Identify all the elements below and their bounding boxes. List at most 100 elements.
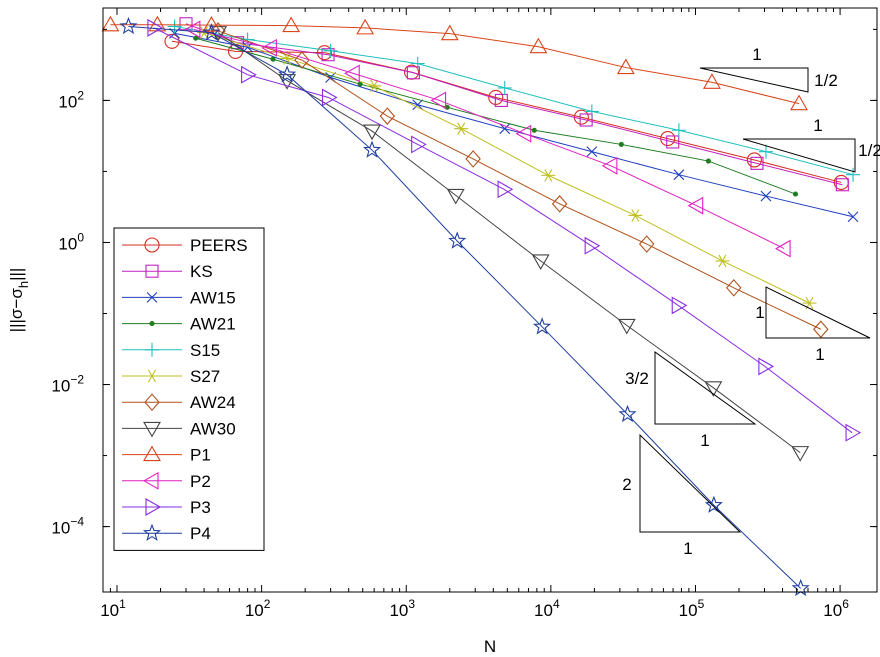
data-point <box>119 16 138 35</box>
data-point <box>440 24 459 41</box>
y-tick-label: 102 <box>58 88 84 111</box>
data-point <box>579 113 593 127</box>
legend-label: P1 <box>190 446 211 465</box>
data-point <box>465 150 481 168</box>
data-point <box>202 15 221 32</box>
legend-label: P2 <box>190 472 211 491</box>
data-point <box>703 73 721 89</box>
series-aw21 <box>193 35 799 197</box>
data-point <box>164 33 180 49</box>
series-s15 <box>167 19 861 182</box>
data-point <box>673 169 685 181</box>
data-point <box>790 94 808 111</box>
slope-run-label: 1 <box>683 539 692 558</box>
slope-triangle-shape <box>639 433 742 533</box>
slope-triangle-shape <box>742 138 856 173</box>
data-point <box>704 381 723 397</box>
legend-entry-aw21: AW21 <box>122 315 236 334</box>
data-point <box>321 88 338 107</box>
data-point <box>616 58 635 75</box>
data-point <box>270 56 276 62</box>
data-point <box>618 404 637 423</box>
data-point <box>454 122 469 135</box>
legend-label: KS <box>190 262 213 281</box>
data-point <box>792 191 799 197</box>
slope-run-label: 1 <box>815 345 824 364</box>
legend: PEERS KS AW15 AW21 S15 S27 AW24 AW30 P1 P2 P3 P4 <box>113 227 265 551</box>
legend-box <box>113 227 265 551</box>
data-point <box>362 140 382 158</box>
slope-triangle: 1 3/2 <box>625 351 757 450</box>
legend-marker <box>144 393 160 412</box>
plot-frame <box>102 7 878 593</box>
legend-marker <box>143 445 161 462</box>
data-point <box>294 51 310 69</box>
series-s27 <box>197 26 817 310</box>
series-p4 <box>119 16 810 597</box>
y-tick-label: 10−4 <box>51 515 84 538</box>
data-point <box>515 124 532 143</box>
series-p3 <box>147 18 862 442</box>
data-point <box>497 80 512 95</box>
y-tick-label: 100 <box>58 230 84 253</box>
slope-triangle: 1 1/2 <box>742 116 880 173</box>
data-point <box>666 135 680 149</box>
data-point <box>499 123 511 135</box>
data-point <box>638 235 655 253</box>
x-tick-label: 103 <box>389 597 415 620</box>
legend-label: AW30 <box>190 419 236 438</box>
data-point <box>282 16 301 33</box>
legend-label: S27 <box>190 367 220 386</box>
legend-label: AW15 <box>190 288 236 307</box>
x-tick-label: 101 <box>100 597 126 620</box>
data-point <box>448 231 467 249</box>
y-axis-label-main: |||σ−σ <box>7 288 26 333</box>
data-point <box>715 254 730 268</box>
data-point <box>202 23 221 41</box>
legend-marker <box>145 369 159 383</box>
data-point <box>379 107 396 126</box>
series-line <box>217 32 801 454</box>
legend-marker <box>144 237 160 253</box>
legend-entry-aw24: AW24 <box>122 393 236 412</box>
slope-run-label: 1 <box>700 431 709 450</box>
series-aw24 <box>210 22 829 339</box>
legend-label: P3 <box>190 498 211 517</box>
data-point <box>241 65 257 84</box>
data-point <box>551 194 568 213</box>
data-point <box>584 236 601 255</box>
legend-entry-s15: S15 <box>122 341 220 360</box>
data-point <box>845 423 862 442</box>
x-tick-label: 106 <box>823 597 849 620</box>
y-axis-label-subscript: h <box>16 281 31 288</box>
data-point <box>531 254 550 271</box>
legend-entry-p4: P4 <box>122 523 211 543</box>
x-tick-label: 104 <box>534 597 560 620</box>
data-point <box>167 19 182 34</box>
slope-rise-label: 1 <box>755 303 764 322</box>
legend-marker <box>142 523 162 541</box>
legend-label: AW21 <box>190 315 236 334</box>
slope-rise-label: 2 <box>622 475 631 494</box>
legend-label: AW24 <box>190 393 236 412</box>
data-point <box>356 18 375 35</box>
series-line <box>217 30 822 330</box>
slope-rise-label: 3/2 <box>625 369 649 388</box>
series-line <box>110 24 800 105</box>
slope-triangle-shape <box>765 286 871 339</box>
y-axis-label-end: ||| <box>7 268 26 281</box>
data-point <box>184 20 201 39</box>
series-line <box>203 32 810 304</box>
legend-label: S15 <box>190 341 220 360</box>
data-point <box>411 135 427 154</box>
series-aw30 <box>209 26 810 462</box>
data-point <box>278 65 297 83</box>
data-point <box>847 211 859 223</box>
data-point <box>705 158 711 164</box>
legend-marker <box>145 498 162 516</box>
series-line <box>128 25 802 589</box>
data-point <box>846 167 861 182</box>
legend-entry-ks: KS <box>122 262 213 281</box>
